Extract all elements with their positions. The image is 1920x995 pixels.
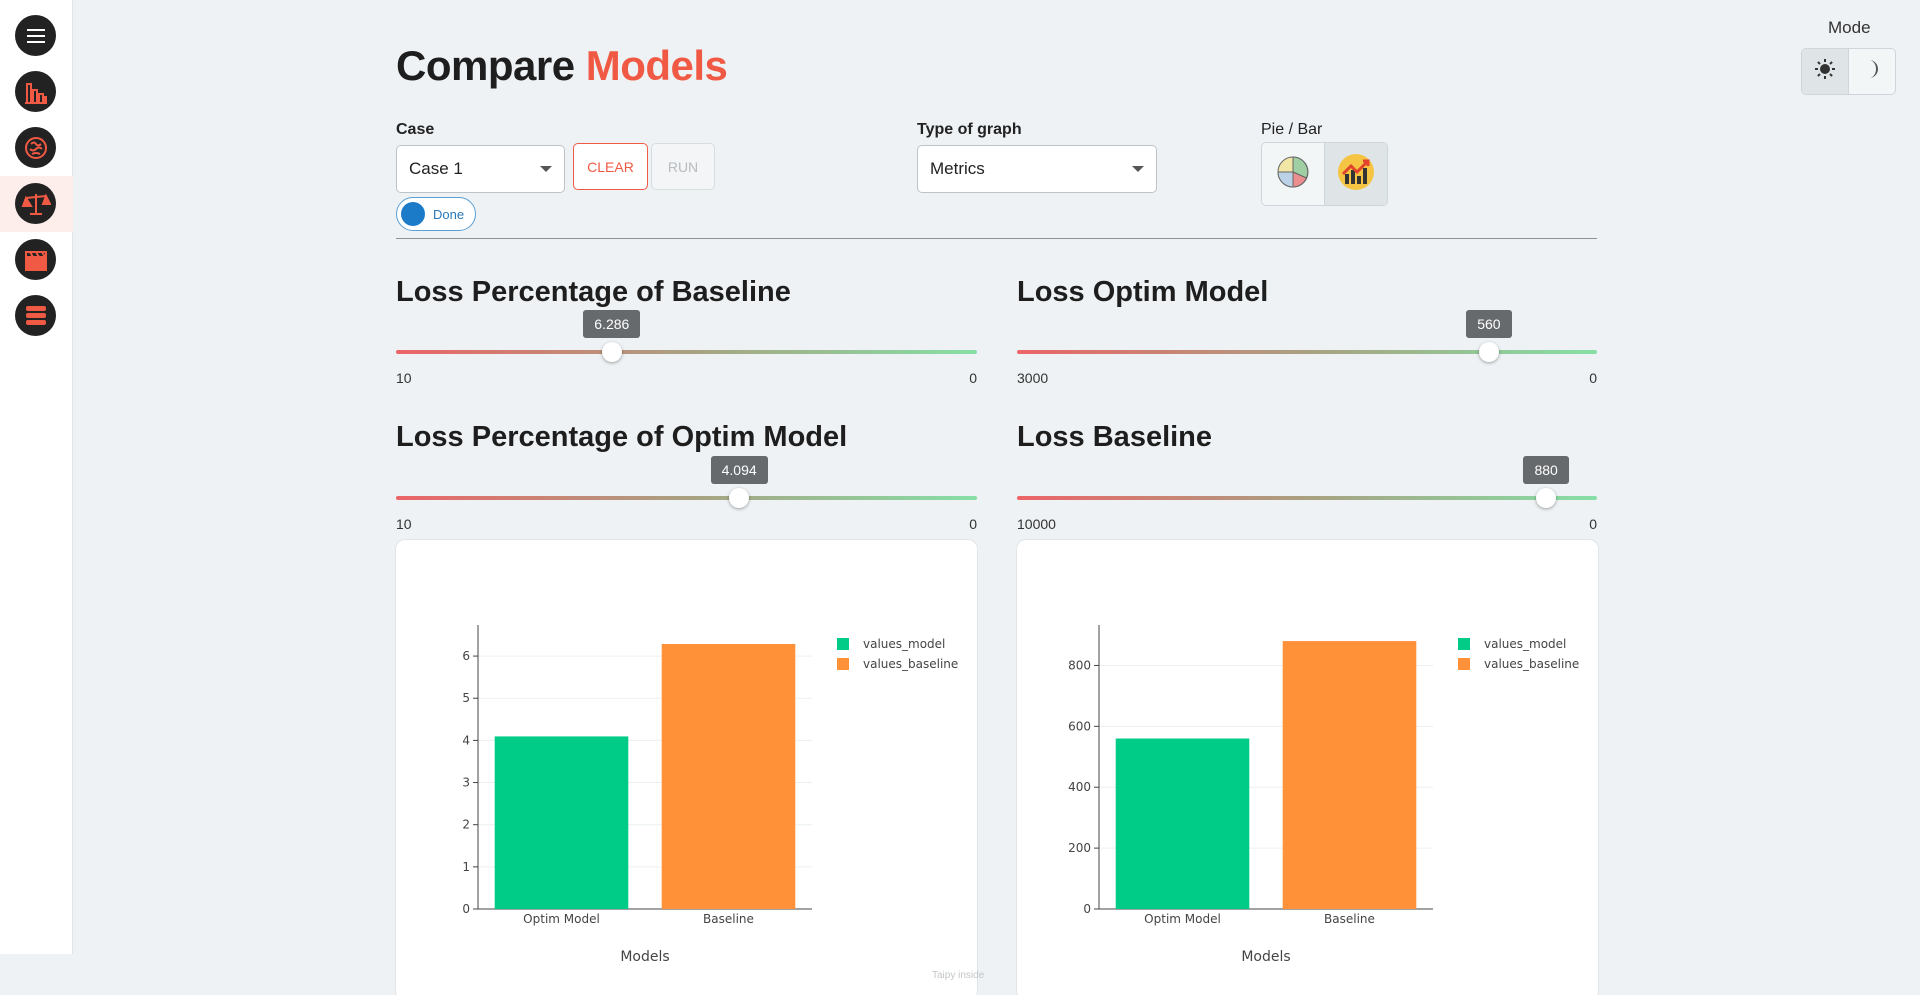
legend-swatch[interactable]	[837, 638, 849, 650]
pie-bar-label: Pie / Bar	[1261, 121, 1323, 138]
y-tick-label: 4	[462, 733, 470, 747]
bar-chart-icon[interactable]	[15, 71, 56, 112]
bar-chart[interactable]: 0 200 400 600 800 Optim Model Baseline Models va…	[1017, 540, 1598, 995]
slider-title: Loss Percentage of Optim Model	[396, 421, 848, 453]
pie-bar-toggle	[1261, 142, 1388, 206]
y-tick-label: 400	[1068, 780, 1091, 794]
y-tick-label: 6	[462, 649, 470, 663]
slider-track[interactable]	[396, 350, 977, 354]
status-badge: Done	[396, 197, 476, 231]
bar-chart-button[interactable]	[1324, 143, 1387, 205]
light-mode-button[interactable]	[1802, 49, 1848, 94]
slider-max-label: 0	[969, 516, 977, 532]
clear-button[interactable]: CLEAR	[573, 143, 648, 190]
legend-swatch[interactable]	[1458, 638, 1470, 650]
moon-icon	[1863, 58, 1881, 86]
graph-type-value: Metrics	[930, 159, 985, 178]
trend-chart-icon	[1336, 152, 1376, 197]
clapperboard-icon[interactable]	[15, 239, 56, 280]
balance-scale-icon[interactable]	[15, 183, 56, 224]
slider-track[interactable]	[1017, 350, 1597, 354]
x-tick-label: Optim Model	[1144, 912, 1221, 926]
status-label: Done	[433, 206, 465, 222]
slider-title: Loss Optim Model	[1017, 276, 1269, 308]
x-tick-label: Baseline	[703, 912, 754, 926]
legend-label[interactable]: values_model	[863, 637, 945, 651]
x-tick-label: Baseline	[1324, 912, 1375, 926]
case-select-value: Case 1	[409, 159, 463, 178]
bar-values_model[interactable]	[494, 736, 629, 909]
sidebar	[0, 0, 73, 954]
y-tick-label: 1	[462, 860, 470, 874]
sun-icon	[1814, 58, 1836, 86]
y-tick-label: 200	[1068, 841, 1091, 855]
legend-label[interactable]: values_baseline	[863, 657, 958, 671]
chevron-down-icon	[540, 166, 552, 172]
slider-thumb[interactable]	[1478, 342, 1499, 362]
slider-max-label: 0	[1589, 516, 1597, 532]
slider-min-label: 10000	[1017, 516, 1056, 532]
pie-chart-icon	[1275, 154, 1311, 195]
bar-values_baseline[interactable]	[1282, 641, 1417, 909]
slider-title: Loss Baseline	[1017, 421, 1213, 453]
mode-toggle	[1801, 48, 1896, 95]
slider-thumb[interactable]	[601, 342, 622, 362]
slider-value-tooltip: 560	[1466, 310, 1512, 338]
y-tick-label: 800	[1068, 658, 1091, 672]
slider-track[interactable]	[1017, 496, 1597, 500]
database-icon[interactable]	[15, 295, 56, 336]
y-tick-label: 0	[462, 902, 470, 916]
graph-type-select[interactable]: Metrics	[917, 145, 1157, 193]
taipy-watermark: Taipy inside	[932, 970, 985, 981]
slider-value-tooltip: 880	[1523, 456, 1569, 484]
x-axis-label: Models	[1241, 949, 1290, 965]
chart-card-loss: 0 200 400 600 800 Optim Model Baseline Models va…	[1017, 540, 1598, 995]
slider-thumb[interactable]	[729, 488, 750, 508]
y-tick-label: 3	[462, 776, 470, 790]
slider-min-label: 10	[396, 516, 412, 532]
case-select[interactable]: Case 1	[396, 145, 565, 193]
slider-min-label: 10	[396, 370, 412, 386]
y-tick-label: 0	[1083, 902, 1091, 916]
slider-value-tooltip: 4.094	[710, 456, 768, 484]
dark-mode-button[interactable]	[1848, 49, 1895, 94]
page-title-part1: Compare	[396, 42, 575, 89]
chart-card-percentage: 0 1 2 3 4 5 6 Optim Model Baseline Models values_m…	[396, 540, 977, 995]
slider-title: Loss Percentage of Baseline	[396, 276, 791, 308]
slider-max-label: 0	[1589, 370, 1597, 386]
brain-icon[interactable]	[15, 127, 56, 168]
page-title: Compare Models	[396, 42, 728, 90]
run-button[interactable]: RUN	[651, 143, 715, 190]
bar-values_baseline[interactable]	[661, 644, 796, 909]
slider-value-tooltip: 6.286	[583, 310, 641, 338]
slider-thumb[interactable]	[1535, 488, 1556, 508]
status-dot-icon	[401, 202, 425, 226]
y-tick-label: 2	[462, 818, 470, 832]
divider	[396, 238, 1597, 239]
pie-chart-button[interactable]	[1262, 143, 1324, 205]
x-axis-label: Models	[620, 949, 669, 965]
slider-min-label: 3000	[1017, 370, 1049, 386]
bar-values_model[interactable]	[1115, 738, 1250, 909]
legend-label[interactable]: values_baseline	[1484, 657, 1579, 671]
y-tick-label: 600	[1068, 719, 1091, 733]
bar-chart[interactable]: 0 1 2 3 4 5 6 Optim Model Baseline Models values_m…	[396, 540, 977, 995]
y-tick-label: 5	[462, 691, 470, 705]
case-label: Case	[396, 121, 435, 138]
menu-icon[interactable]	[15, 15, 56, 56]
slider-max-label: 0	[969, 370, 977, 386]
legend-swatch[interactable]	[1458, 658, 1470, 670]
graph-type-label: Type of graph	[917, 121, 1022, 138]
page-title-part2: Models	[585, 42, 728, 89]
mode-label: Mode	[1828, 18, 1871, 37]
slider-track[interactable]	[396, 496, 977, 500]
x-tick-label: Optim Model	[523, 912, 600, 926]
legend-label[interactable]: values_model	[1484, 637, 1566, 651]
chevron-down-icon	[1132, 166, 1144, 172]
legend-swatch[interactable]	[837, 658, 849, 670]
